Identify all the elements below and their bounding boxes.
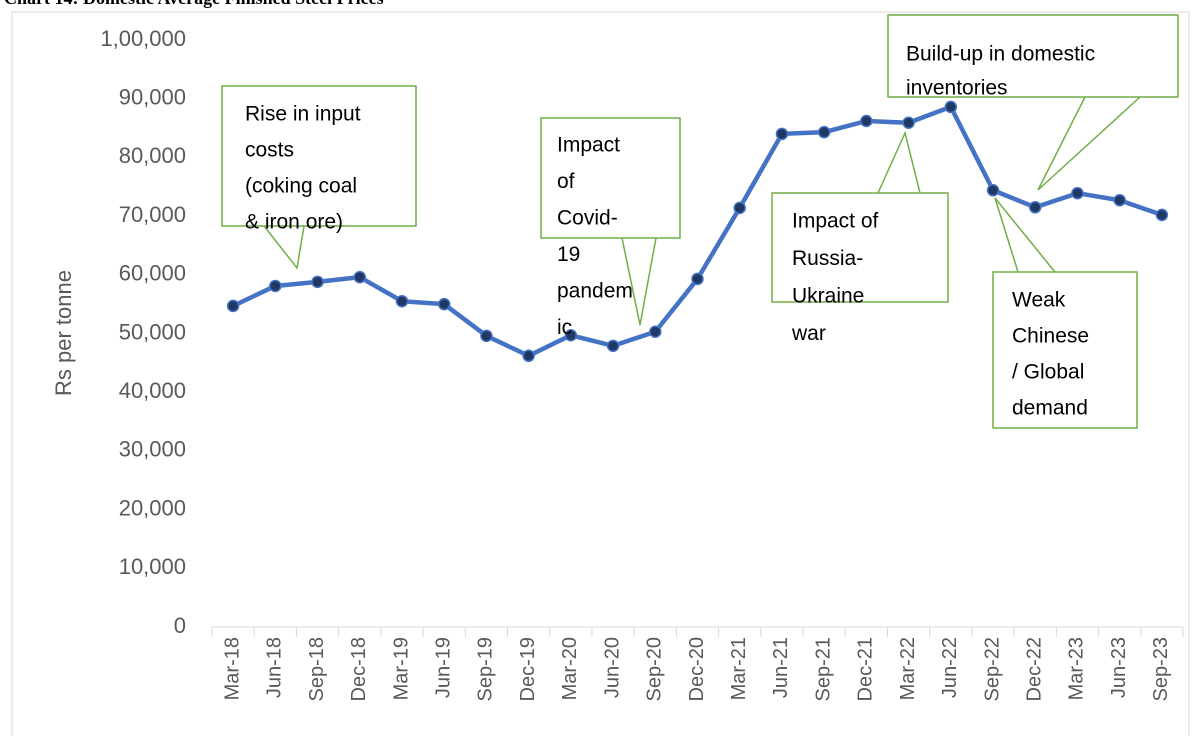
callout-pointer <box>621 237 657 326</box>
annotation-text: (coking coal <box>245 175 357 198</box>
chart-frame <box>11 11 1190 741</box>
x-tick-label: Dec-19 <box>517 637 539 701</box>
callout-pointer <box>877 130 921 194</box>
marker <box>311 275 324 289</box>
annotation-text: & iron ore) <box>245 211 343 234</box>
annotation-text: Covid- <box>557 207 618 230</box>
callout-box <box>771 192 949 303</box>
annotation-text: Chinese <box>1012 325 1089 348</box>
annotation-text: of <box>557 170 575 193</box>
marker <box>860 114 873 128</box>
y-tick-label: 70,000 <box>119 202 186 227</box>
annotation-text: inventories <box>906 77 1008 100</box>
y-tick-label: 40,000 <box>119 378 186 403</box>
marker <box>437 297 451 311</box>
y-axis-label: Rs per tonne <box>51 270 76 396</box>
y-tick-label: 0 <box>174 613 186 638</box>
annotation-text: Weak <box>1012 289 1066 312</box>
marker <box>691 272 704 286</box>
marker <box>817 125 831 139</box>
x-tick-label: Mar-21 <box>728 637 750 700</box>
annotation-text: demand <box>1012 397 1088 420</box>
marker <box>649 325 662 338</box>
marker <box>269 279 282 293</box>
x-tick-label: Mar-18 <box>221 637 243 700</box>
annotation-text: Build-up in domestic <box>906 43 1095 66</box>
marker <box>395 294 409 308</box>
x-tick-label: Dec-22 <box>1024 637 1046 701</box>
marker <box>353 270 367 284</box>
x-tick-label: Jun-22 <box>939 637 961 698</box>
y-tick-label: 90,000 <box>119 85 186 110</box>
annotation-text: war <box>791 322 826 345</box>
x-tick-label: Jun-19 <box>432 637 454 698</box>
y-tick-label: 10,000 <box>119 554 186 579</box>
x-tick-label: Sep-20 <box>644 637 666 702</box>
annotation-text: Rise in input <box>245 103 361 126</box>
marker <box>480 329 493 343</box>
marker <box>564 329 578 342</box>
callout-pointer <box>994 197 1056 273</box>
marker <box>986 184 1000 197</box>
marker <box>775 127 789 141</box>
x-tick-label: Jun-20 <box>601 637 623 698</box>
callout-box <box>221 85 417 227</box>
annotation-text: costs <box>245 139 294 162</box>
marker <box>1155 208 1169 222</box>
y-tick-label: 50,000 <box>119 319 186 344</box>
marker <box>606 339 620 353</box>
annotation-text: Impact <box>557 134 620 157</box>
annotation-text: / Global <box>1012 361 1084 384</box>
marker <box>1071 186 1084 200</box>
chart-title: Chart 14: Domestic Average Finished Stee… <box>4 0 384 8</box>
x-tick-label: Jun-23 <box>1108 637 1130 698</box>
x-tick-label: Jun-21 <box>770 637 792 698</box>
marker <box>733 201 746 215</box>
annotation-text: Impact of <box>792 210 879 233</box>
x-tick-label: Mar-23 <box>1066 637 1088 700</box>
x-tick-label: Mar-20 <box>559 637 581 700</box>
callout-box <box>887 14 1179 98</box>
x-tick-label: Sep-22 <box>981 637 1003 702</box>
x-tick-label: Dec-20 <box>686 637 708 701</box>
callout-pointer <box>1037 96 1141 191</box>
x-tick-label: Sep-19 <box>475 637 497 702</box>
marker <box>522 349 535 363</box>
callout-pointer <box>263 225 305 270</box>
x-tick-label: Mar-19 <box>390 637 412 700</box>
annotation-text: Russia- <box>792 247 863 270</box>
x-tick-label: Dec-18 <box>348 637 370 701</box>
y-tick-label: 30,000 <box>119 437 186 462</box>
marker <box>902 116 915 130</box>
callout-box <box>992 271 1138 429</box>
y-tick-label: 20,000 <box>119 495 186 520</box>
marker <box>1028 201 1042 214</box>
marker <box>944 100 958 114</box>
annotation-text: Ukraine <box>792 285 864 308</box>
marker <box>1113 194 1126 207</box>
y-tick-label: 80,000 <box>119 143 186 168</box>
x-tick-label: Jun-18 <box>264 637 286 698</box>
x-tick-label: Mar-22 <box>897 637 919 700</box>
annotation-text: 19 <box>557 243 580 266</box>
marker <box>226 299 240 313</box>
y-tick-label: 1,00,000 <box>100 26 186 51</box>
y-tick-label: 60,000 <box>119 261 186 286</box>
annotation-text: ic <box>557 316 572 339</box>
callout-box <box>540 117 681 239</box>
x-tick-label: Dec-21 <box>855 637 877 701</box>
x-tick-label: Sep-18 <box>306 637 328 702</box>
x-tick-label: Sep-21 <box>812 637 834 702</box>
x-tick-label: Sep-23 <box>1150 637 1172 702</box>
annotation-text: pandem <box>557 280 633 303</box>
